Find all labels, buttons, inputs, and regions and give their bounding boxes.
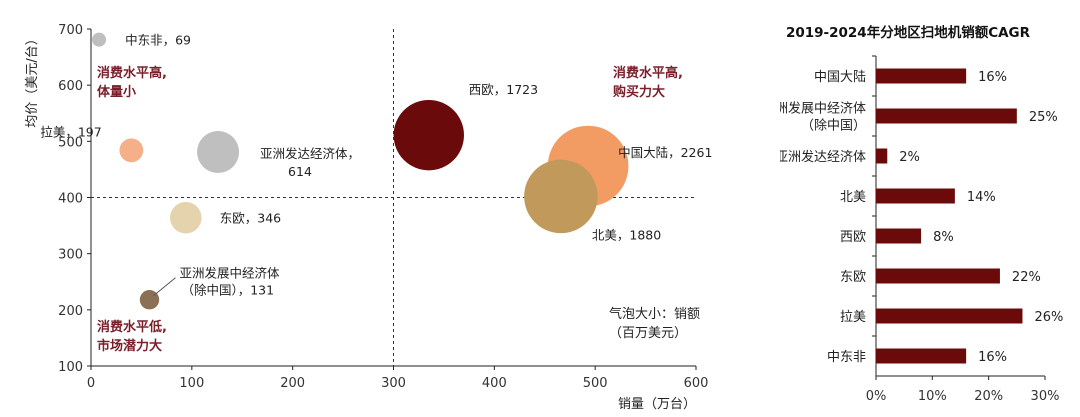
bar-category-label: 中国大陆 <box>814 69 866 85</box>
leader-line <box>153 277 176 297</box>
bar-chart: 2019-2024年分地区扫地机销额CAGR 0% 10% 20% 30% 16% 中国大… <box>780 24 1063 404</box>
bar <box>876 348 967 364</box>
bar-category-label: 拉美 <box>840 310 866 325</box>
x-tick-label: 400 <box>482 376 507 391</box>
bar <box>876 268 1000 284</box>
bubble <box>197 130 240 174</box>
bar-x-tick-label: 0% <box>866 389 887 404</box>
bubble <box>393 99 464 171</box>
y-tick-label: 500 <box>58 135 83 150</box>
bar <box>876 308 1023 324</box>
bar-category-label: 中东非 <box>827 350 866 365</box>
bubble-label: 亚洲发展中经济体（除中国），131 <box>179 266 280 298</box>
bar <box>876 148 888 164</box>
bubble <box>92 32 107 47</box>
bar-category-label: 亚洲发达经济体 <box>780 149 866 165</box>
x-tick-label: 100 <box>179 376 204 391</box>
bar-value-label: 16% <box>978 350 1007 365</box>
bar <box>876 108 1017 124</box>
y-tick-label: 400 <box>58 192 83 207</box>
bubble-label: 北美，1880 <box>592 227 661 242</box>
bar-value-label: 14% <box>967 190 996 205</box>
x-tick-label: 0 <box>87 376 95 391</box>
bar-value-label: 2% <box>899 150 920 165</box>
x-tick-label: 600 <box>684 376 709 391</box>
bar-x-tick-label: 10% <box>918 389 947 404</box>
bar <box>876 68 967 84</box>
x-tick-label: 300 <box>381 376 406 391</box>
quadrant-label-top-right: 消费水平高,购买力大 <box>613 65 683 100</box>
bar-category-label: 北美 <box>840 190 866 205</box>
quadrant-label-bottom-left: 消费水平低,市场潜力大 <box>97 319 167 354</box>
bar-x-tick-label: 20% <box>974 389 1003 404</box>
bar-chart-title: 2019-2024年分地区扫地机销额CAGR <box>786 24 1031 41</box>
bar-value-label: 26% <box>1034 310 1063 325</box>
bubble-chart: 中东非，69 拉美，197 亚洲发达经济体， 614 东欧，346 亚洲发展中经济体（除中… <box>25 23 712 412</box>
bar-value-label: 16% <box>978 70 1007 85</box>
bubble <box>524 159 598 234</box>
bar-value-label: 22% <box>1012 270 1041 285</box>
bubble-label: 亚洲发达经济体， 614 <box>260 146 360 179</box>
bar-value-label: 8% <box>933 230 954 245</box>
bar-category-label: 西欧 <box>840 230 866 245</box>
bubble-label: 西欧，1723 <box>469 82 538 97</box>
bubble <box>170 201 202 234</box>
bar <box>876 188 955 204</box>
x-axis-title: 销量（万台） <box>618 397 696 412</box>
x-tick-label: 500 <box>583 376 608 391</box>
bubble-label: 中国大陆，2261 <box>618 145 712 160</box>
y-tick-label: 700 <box>58 23 83 38</box>
y-tick-label: 600 <box>58 79 83 94</box>
bubble <box>119 138 144 163</box>
bubble-label: 中东非，69 <box>125 33 191 48</box>
y-tick-label: 200 <box>58 304 83 319</box>
x-tick-label: 200 <box>280 376 305 391</box>
bar <box>876 228 922 244</box>
bubble-size-note: 气泡大小：销额（百万美元） <box>609 306 700 341</box>
bar-value-label: 25% <box>1029 110 1058 125</box>
bubble-label: 东欧，346 <box>220 211 281 226</box>
y-tick-label: 300 <box>58 248 83 263</box>
bar-category-label: 东欧 <box>840 270 866 285</box>
bubble-label: 拉美，197 <box>40 124 101 139</box>
quadrant-label-top-left: 消费水平高,体量小 <box>97 65 167 100</box>
y-axis-title: 均价（美元/台） <box>25 32 40 127</box>
bar-category-label: 亚洲发展中经济体（除中国） <box>780 101 866 134</box>
bar-x-tick-label: 30% <box>1031 389 1060 404</box>
y-tick-label: 100 <box>58 360 83 375</box>
